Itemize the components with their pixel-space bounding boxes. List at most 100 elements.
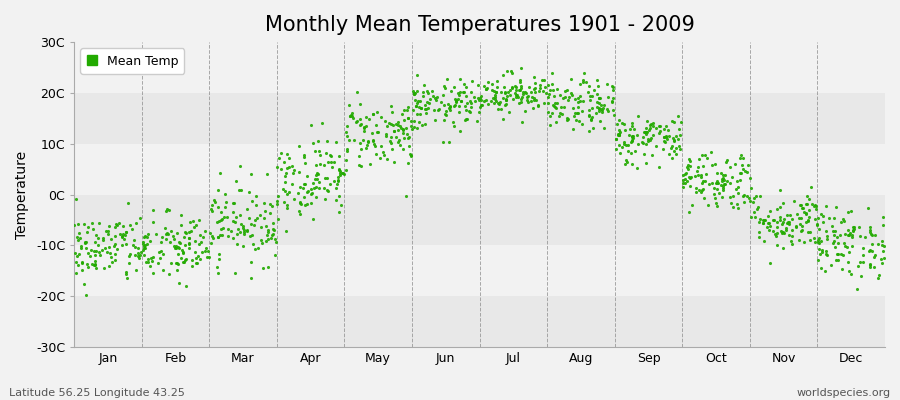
Point: [688, 185, 703, 192]
Point: [543, 112, 557, 119]
Point: [465, 78, 480, 84]
Point: [263, 210, 277, 216]
Point: [669, 145, 683, 151]
Point: [827, 238, 842, 244]
Point: [723, 164, 737, 170]
Point: [811, 236, 825, 243]
Point: [401, 134, 416, 141]
Point: [795, 204, 809, 211]
Point: [788, 223, 803, 229]
Point: [833, 218, 848, 225]
Point: [166, 236, 181, 242]
Point: [119, 229, 133, 236]
Point: [563, 90, 578, 96]
Point: [546, 102, 561, 109]
Point: [518, 108, 532, 114]
Point: [360, 142, 374, 148]
Point: [714, 182, 728, 188]
Point: [643, 122, 657, 128]
Point: [533, 84, 547, 91]
Point: [80, 264, 94, 270]
Point: [104, 258, 119, 265]
Point: [631, 141, 645, 147]
Point: [809, 203, 824, 210]
Point: [514, 85, 528, 92]
Point: [600, 108, 615, 114]
Point: [727, 161, 742, 167]
Point: [763, 208, 778, 214]
Point: [104, 236, 118, 242]
Point: [103, 223, 117, 230]
Point: [457, 103, 472, 110]
Point: [199, 245, 213, 252]
Point: [565, 105, 580, 112]
Point: [843, 208, 858, 214]
Point: [338, 129, 353, 135]
Point: [399, 192, 413, 199]
Point: [429, 94, 444, 101]
Point: [118, 232, 132, 238]
Point: [776, 200, 790, 206]
Point: [292, 184, 307, 191]
Point: [296, 181, 310, 188]
Point: [464, 108, 478, 115]
Point: [774, 228, 788, 234]
Point: [200, 254, 214, 260]
Point: [213, 232, 228, 238]
Point: [476, 97, 491, 104]
Point: [498, 90, 512, 96]
Point: [442, 105, 456, 111]
Point: [409, 103, 423, 110]
Point: [89, 232, 104, 238]
Point: [812, 239, 826, 246]
Point: [652, 123, 667, 129]
Point: [856, 245, 870, 252]
Point: [407, 118, 421, 124]
Point: [833, 232, 848, 238]
Point: [858, 234, 872, 240]
Point: [672, 132, 687, 138]
Point: [427, 106, 441, 113]
Point: [409, 90, 423, 96]
Point: [227, 200, 241, 206]
Point: [800, 218, 814, 224]
Point: [255, 240, 269, 246]
Point: [809, 206, 824, 212]
Point: [318, 174, 332, 181]
Point: [811, 257, 825, 263]
Point: [311, 148, 326, 155]
Point: [734, 161, 749, 168]
Point: [401, 160, 416, 166]
Point: [278, 178, 293, 185]
Point: [304, 200, 319, 206]
Point: [370, 109, 384, 115]
Point: [489, 89, 503, 96]
Point: [641, 138, 655, 144]
Point: [303, 186, 318, 192]
Point: [135, 247, 149, 253]
Point: [294, 201, 309, 208]
Point: [796, 205, 811, 211]
Point: [524, 89, 538, 95]
Point: [692, 156, 706, 162]
Point: [182, 229, 196, 235]
Point: [84, 247, 98, 254]
Point: [301, 173, 315, 180]
Point: [277, 188, 292, 194]
Point: [862, 226, 877, 233]
Point: [107, 233, 122, 240]
Point: [70, 252, 85, 259]
Point: [138, 232, 152, 239]
Point: [146, 254, 160, 260]
Point: [339, 123, 354, 130]
Point: [768, 231, 782, 238]
Point: [88, 262, 103, 268]
Point: [293, 211, 308, 218]
Point: [412, 104, 427, 110]
Point: [257, 208, 272, 214]
Point: [472, 104, 487, 110]
Point: [416, 89, 430, 96]
Point: [452, 92, 466, 98]
Point: [484, 87, 499, 94]
Point: [842, 232, 856, 238]
